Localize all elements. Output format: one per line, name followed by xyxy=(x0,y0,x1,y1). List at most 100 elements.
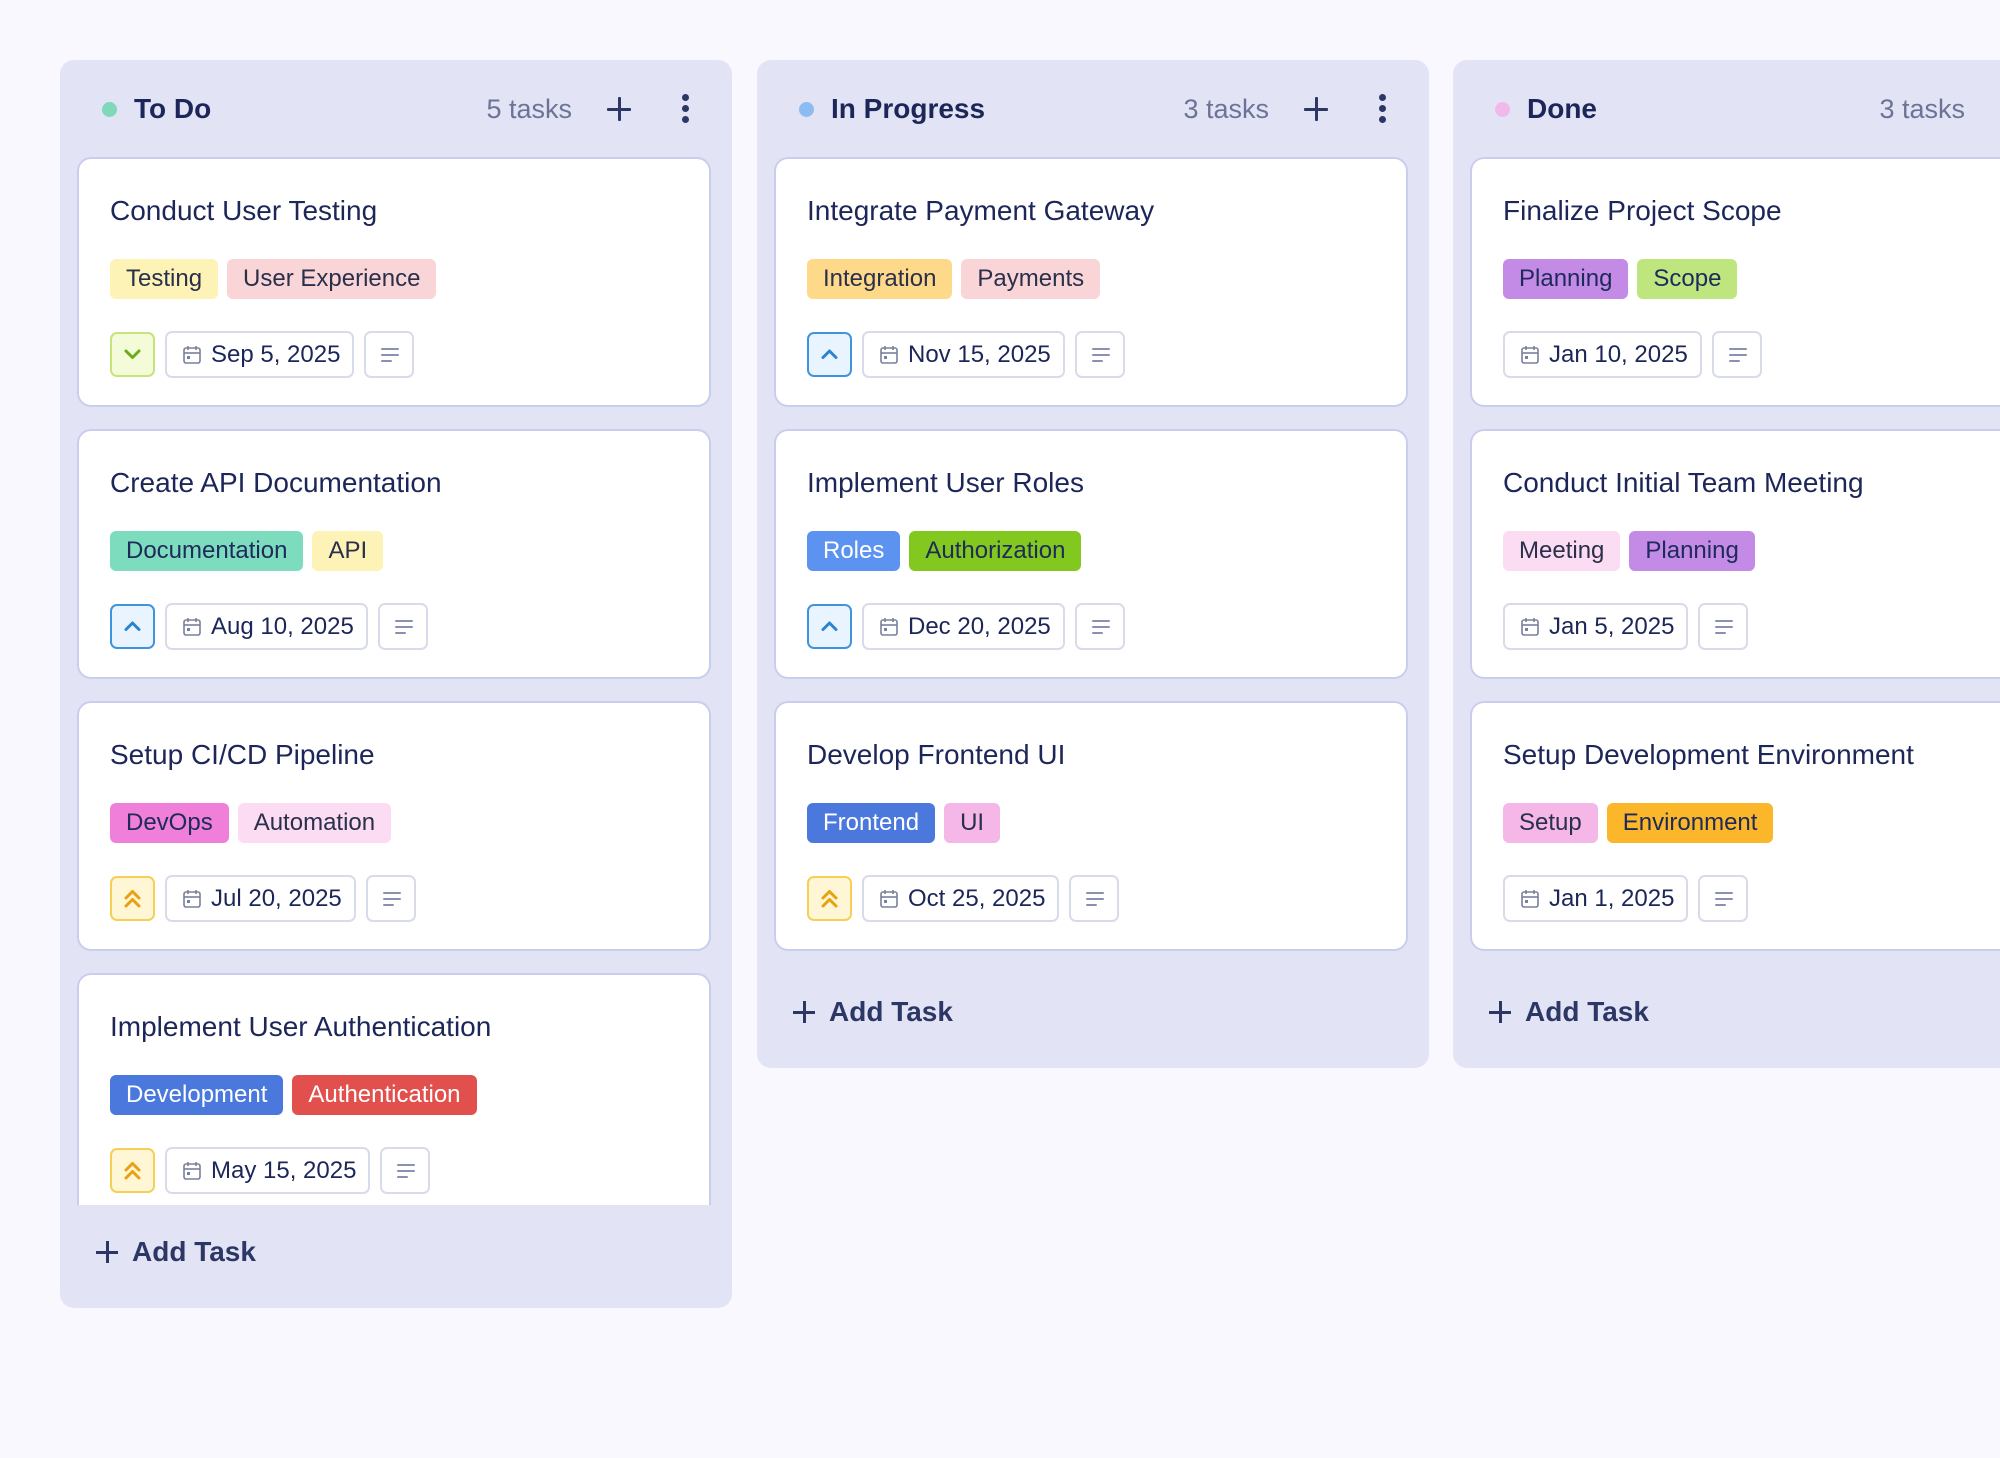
calendar-icon xyxy=(1521,617,1539,637)
task-title: Setup CI/CD Pipeline xyxy=(110,739,375,770)
add-icon[interactable] xyxy=(603,93,635,125)
task-card[interactable]: Implement User Authentication Development… xyxy=(77,973,711,1205)
column-done: Done 3 tasks Finalize Project Scope Plann… xyxy=(1453,60,2000,1068)
due-date: Jul 20, 2025 xyxy=(211,884,342,912)
task-card[interactable]: Conduct User Testing Testing User Experien… xyxy=(77,157,711,407)
due-date-chip[interactable]: May 15, 2025 xyxy=(165,1147,371,1194)
priority-badge[interactable] xyxy=(110,876,155,921)
task-meta: Jan 1, 2025 xyxy=(1503,875,1749,922)
description-icon[interactable] xyxy=(1074,331,1125,378)
tag-badge: Roles xyxy=(807,531,901,571)
due-date: Oct 25, 2025 xyxy=(908,884,1046,912)
plus-icon xyxy=(96,1241,118,1263)
tag-badge: Documentation xyxy=(110,531,304,571)
calendar-icon xyxy=(1521,889,1539,909)
priority-badge[interactable] xyxy=(807,332,852,377)
tag-badge: DevOps xyxy=(110,803,229,843)
tag-list: Testing User Experience xyxy=(110,259,437,299)
tag-list: Planning Scope xyxy=(1503,259,1738,299)
due-date-chip[interactable]: Sep 5, 2025 xyxy=(165,331,355,378)
plus-icon xyxy=(793,1001,815,1023)
tag-badge: Meeting xyxy=(1503,531,1621,571)
task-card[interactable]: Implement User Roles Roles Authorization De… xyxy=(774,429,1408,679)
calendar-icon xyxy=(183,617,201,637)
tag-badge: Automation xyxy=(237,803,392,843)
calendar-icon xyxy=(880,617,898,637)
due-date-chip[interactable]: Aug 10, 2025 xyxy=(165,603,368,650)
tag-badge: Integration xyxy=(807,259,953,299)
priority-badge[interactable] xyxy=(110,332,155,377)
status-dot xyxy=(1495,102,1510,117)
task-card[interactable]: Conduct Initial Team Meeting Meeting Plann… xyxy=(1470,429,2000,679)
tag-list: Documentation API xyxy=(110,531,384,571)
priority-badge[interactable] xyxy=(110,1148,155,1193)
due-date-chip[interactable]: Jul 20, 2025 xyxy=(165,875,356,922)
tag-list: Setup Environment xyxy=(1503,803,1774,843)
more-options-icon[interactable] xyxy=(1375,92,1389,126)
calendar-icon xyxy=(183,345,201,365)
description-icon[interactable] xyxy=(364,331,415,378)
more-options-icon[interactable] xyxy=(678,92,692,126)
add-task-button[interactable]: Add Task xyxy=(1489,992,1649,1032)
task-title: Finalize Project Scope xyxy=(1503,195,1782,226)
due-date: Nov 15, 2025 xyxy=(908,340,1051,368)
task-title: Setup Development Environment xyxy=(1503,739,1914,770)
description-icon[interactable] xyxy=(377,603,428,650)
task-card[interactable]: Develop Frontend UI Frontend UI Oct 25, 202… xyxy=(774,701,1408,951)
due-date: Jan 10, 2025 xyxy=(1549,340,1688,368)
tag-badge: Setup xyxy=(1503,803,1598,843)
task-card[interactable]: Setup Development Environment Setup Enviro… xyxy=(1470,701,2000,951)
task-meta: Oct 25, 2025 xyxy=(807,875,1120,922)
description-icon[interactable] xyxy=(1698,875,1749,922)
task-card[interactable]: Integrate Payment Gateway Integration Paym… xyxy=(774,157,1408,407)
task-card[interactable]: Create API Documentation Documentation API… xyxy=(77,429,711,679)
column-in-progress: In Progress 3 tasks Integrate Payment Ga… xyxy=(757,60,1429,1068)
column-header: Done 3 tasks xyxy=(1453,60,2000,157)
task-meta: Jan 5, 2025 xyxy=(1503,603,1749,650)
tag-badge: Scope xyxy=(1637,259,1738,299)
status-dot xyxy=(102,102,117,117)
tag-badge: Frontend xyxy=(807,803,936,843)
tag-badge: Payments xyxy=(961,259,1101,299)
description-icon[interactable] xyxy=(1069,875,1120,922)
calendar-icon xyxy=(1521,345,1539,365)
tag-list: Integration Payments xyxy=(807,259,1101,299)
due-date-chip[interactable]: Nov 15, 2025 xyxy=(862,331,1065,378)
due-date-chip[interactable]: Jan 5, 2025 xyxy=(1503,603,1689,650)
add-icon[interactable] xyxy=(1300,93,1332,125)
description-icon[interactable] xyxy=(380,1147,431,1194)
task-count: 3 tasks xyxy=(1183,94,1269,124)
add-task-button[interactable]: Add Task xyxy=(793,992,953,1032)
tag-badge: Planning xyxy=(1503,259,1629,299)
tag-list: Frontend UI xyxy=(807,803,1001,843)
priority-badge[interactable] xyxy=(110,604,155,649)
task-meta: Jan 10, 2025 xyxy=(1503,331,1762,378)
add-task-button[interactable]: Add Task xyxy=(96,1232,256,1272)
plus-icon xyxy=(1489,1001,1511,1023)
task-title: Create API Documentation xyxy=(110,467,442,498)
column-header: In Progress 3 tasks xyxy=(757,60,1429,157)
task-card[interactable]: Finalize Project Scope Planning Scope Jan 1… xyxy=(1470,157,2000,407)
description-icon[interactable] xyxy=(1074,603,1125,650)
description-icon[interactable] xyxy=(1698,603,1749,650)
due-date-chip[interactable]: Dec 20, 2025 xyxy=(862,603,1065,650)
task-title: Implement User Authentication xyxy=(110,1011,492,1042)
task-meta: Jul 20, 2025 xyxy=(110,875,416,922)
priority-badge[interactable] xyxy=(807,604,852,649)
description-icon[interactable] xyxy=(365,875,416,922)
priority-badge[interactable] xyxy=(807,876,852,921)
tag-badge: Authentication xyxy=(292,1075,477,1115)
due-date-chip[interactable]: Oct 25, 2025 xyxy=(862,875,1060,922)
task-meta: Sep 5, 2025 xyxy=(110,331,415,378)
tag-list: Development Authentication xyxy=(110,1075,477,1115)
calendar-icon xyxy=(880,889,898,909)
task-card[interactable]: Setup CI/CD Pipeline DevOps Automation Jul … xyxy=(77,701,711,951)
description-icon[interactable] xyxy=(1711,331,1762,378)
due-date-chip[interactable]: Jan 1, 2025 xyxy=(1503,875,1689,922)
due-date: Dec 20, 2025 xyxy=(908,612,1051,640)
tag-badge: User Experience xyxy=(227,259,437,299)
due-date-chip[interactable]: Jan 10, 2025 xyxy=(1503,331,1702,378)
calendar-icon xyxy=(183,889,201,909)
task-count: 5 tasks xyxy=(486,94,572,124)
column-title: Done xyxy=(1527,93,1597,124)
